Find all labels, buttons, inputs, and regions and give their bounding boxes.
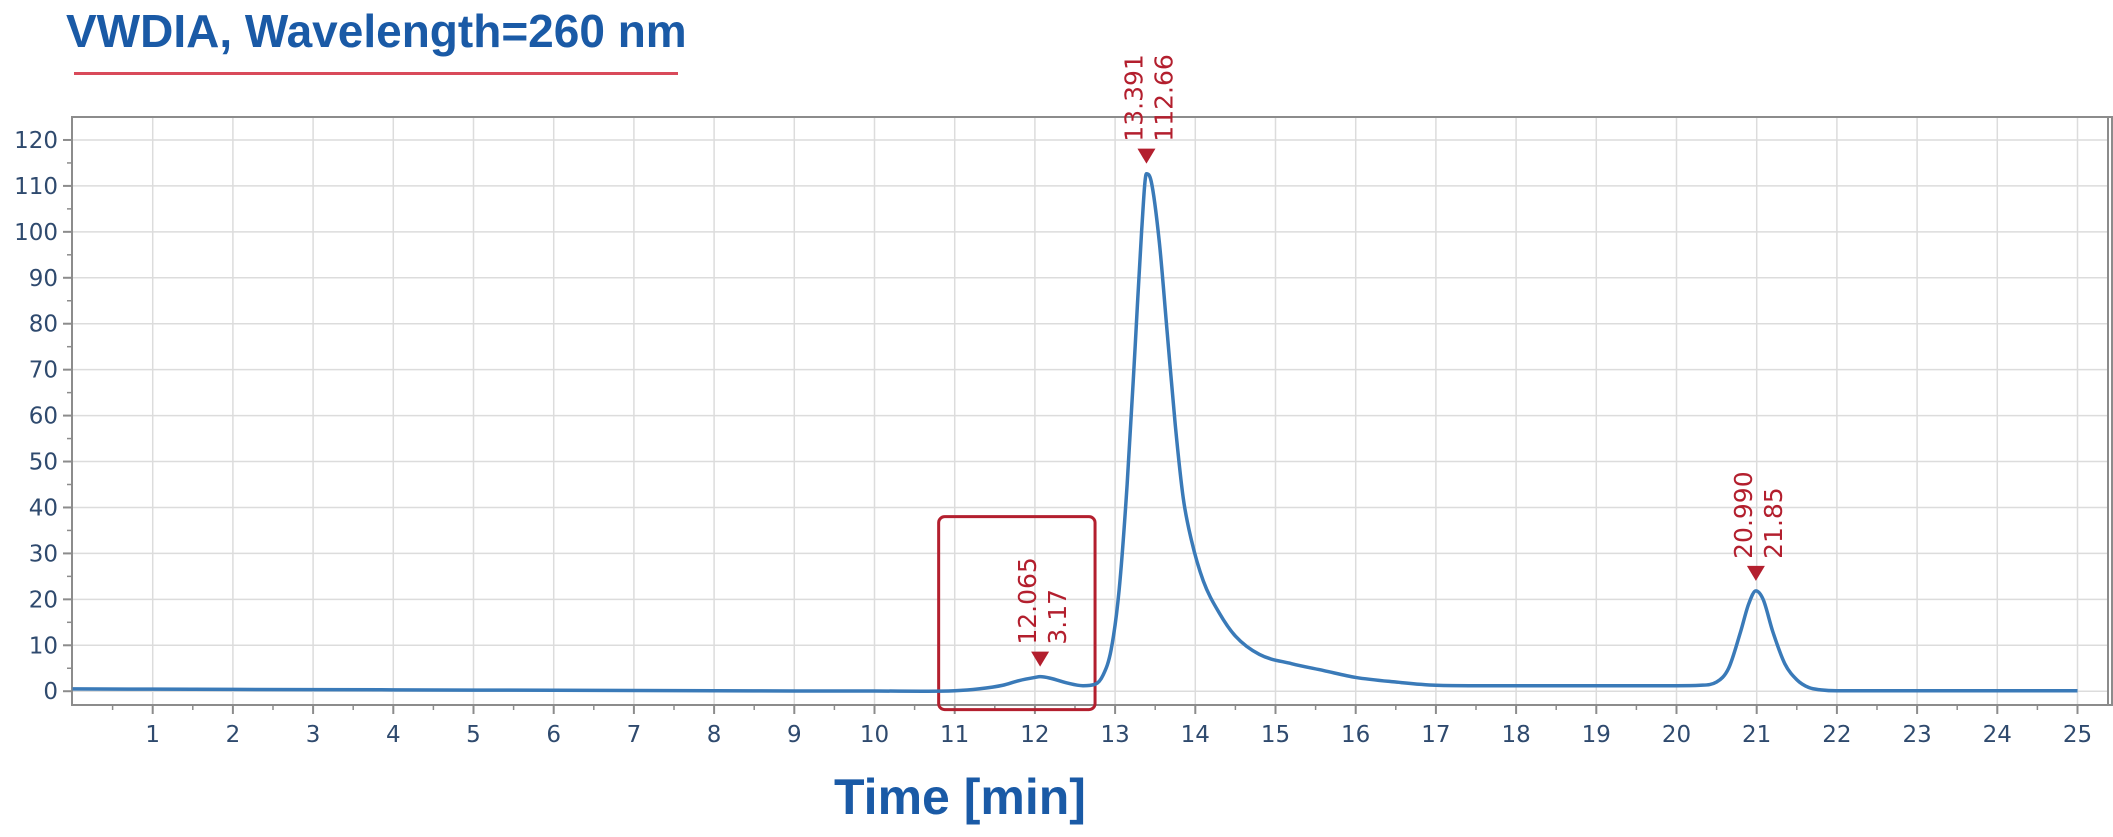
peak-time-label: 20.990 bbox=[1729, 471, 1758, 558]
x-tick-label: 14 bbox=[1181, 722, 1210, 748]
title-underline bbox=[74, 72, 678, 75]
x-tick-label: 23 bbox=[1902, 722, 1931, 748]
x-axis-label: Time [min] bbox=[834, 769, 1086, 825]
x-tick-label: 25 bbox=[2063, 722, 2092, 748]
x-tick-label: 8 bbox=[707, 722, 722, 748]
x-axis: 1 2 3 4 5 6 7 8 9 10 11 12 13 14 15 16 17 18 19 20 21 22 23 24 2… bbox=[111, 705, 2092, 748]
chromatogram-trace bbox=[72, 171, 2078, 693]
x-tick-label: 20 bbox=[1662, 722, 1691, 748]
x-tick-label: 11 bbox=[940, 722, 969, 748]
x-tick-label: 18 bbox=[1501, 722, 1530, 748]
peak-value-label: 112.66 bbox=[1149, 54, 1178, 141]
y-tick-label: 70 bbox=[29, 358, 58, 384]
y-tick-label: 20 bbox=[29, 587, 58, 613]
x-tick-label: 9 bbox=[787, 722, 802, 748]
x-tick-label: 19 bbox=[1582, 722, 1611, 748]
x-tick-label: 5 bbox=[466, 722, 481, 748]
y-tick-label: 60 bbox=[29, 404, 58, 430]
y-tick-label: 120 bbox=[14, 128, 58, 154]
chart-title: VWDIA, Wavelength=260 nm bbox=[66, 5, 687, 57]
x-tick-label: 7 bbox=[627, 722, 642, 748]
x-tick-label: 17 bbox=[1421, 722, 1450, 748]
x-tick-label: 24 bbox=[1983, 722, 2012, 748]
y-tick-label: 90 bbox=[29, 266, 58, 292]
peak-annotations: 12.065 3.17 13.391 112.66 20.990 21.85 bbox=[1013, 54, 1788, 667]
x-tick-label: 2 bbox=[226, 722, 241, 748]
x-tick-label: 13 bbox=[1100, 722, 1129, 748]
grid-lines bbox=[72, 117, 2108, 705]
y-tick-label: 80 bbox=[29, 312, 58, 338]
peak-time-label: 13.391 bbox=[1119, 54, 1148, 141]
right-axis-strip bbox=[2107, 116, 2113, 706]
peak-value-label: 3.17 bbox=[1043, 589, 1072, 645]
y-tick-label: 30 bbox=[29, 541, 58, 567]
peak-marker-icon bbox=[1137, 148, 1156, 164]
highlight-box bbox=[937, 515, 1097, 712]
x-tick-label: 10 bbox=[860, 722, 889, 748]
plot-frame bbox=[71, 116, 2109, 706]
peak-marker-icon bbox=[1746, 565, 1765, 581]
y-tick-label: 40 bbox=[29, 495, 58, 521]
x-tick-label: 15 bbox=[1261, 722, 1290, 748]
y-axis: 0 10 20 30 40 50 60 70 80 90 100 110 120 bbox=[14, 128, 72, 705]
x-tick-label: 4 bbox=[386, 722, 401, 748]
y-tick-label: 100 bbox=[14, 220, 58, 246]
x-tick-label: 12 bbox=[1020, 722, 1049, 748]
x-tick-label: 3 bbox=[306, 722, 321, 748]
x-tick-label: 22 bbox=[1822, 722, 1851, 748]
y-tick-label: 110 bbox=[14, 174, 58, 200]
peak-value-label: 21.85 bbox=[1759, 487, 1788, 559]
y-tick-label: 50 bbox=[29, 450, 58, 476]
x-tick-label: 6 bbox=[546, 722, 561, 748]
peak-time-label: 12.065 bbox=[1013, 557, 1042, 644]
peak-marker-icon bbox=[1031, 651, 1050, 667]
y-tick-label: 10 bbox=[29, 633, 58, 659]
y-tick-label: 0 bbox=[43, 679, 58, 705]
x-tick-label: 16 bbox=[1341, 722, 1370, 748]
x-tick-label: 21 bbox=[1742, 722, 1771, 748]
x-tick-label: 1 bbox=[145, 722, 160, 748]
